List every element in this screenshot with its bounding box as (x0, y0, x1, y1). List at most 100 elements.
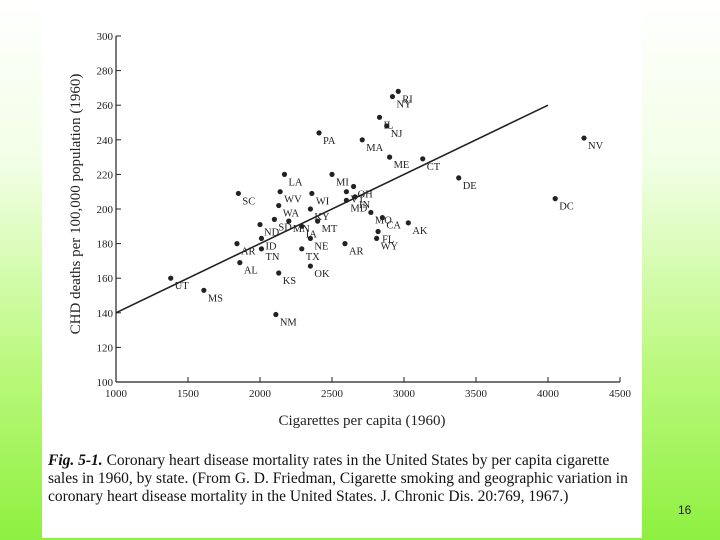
data-point (299, 246, 305, 252)
data-point (277, 189, 283, 195)
data-point (276, 202, 282, 209)
page-number: 16 (678, 503, 692, 517)
point-label: NJ (391, 129, 403, 140)
point-label: MD (350, 203, 367, 214)
x-tick-label: 1000 (105, 388, 128, 400)
point-label: CA (386, 221, 401, 232)
data-point (309, 190, 315, 197)
data-point (387, 154, 393, 160)
point-label: TX (306, 252, 320, 263)
data-point (405, 220, 411, 226)
point-label: IN (359, 200, 370, 211)
y-tick-label: 120 (97, 342, 114, 354)
point-label: TN (265, 252, 279, 263)
data-point (456, 175, 462, 181)
data-point (379, 215, 385, 221)
y-tick-label: 180 (97, 239, 114, 251)
point-label: WY (381, 241, 399, 252)
figure-label: Fig. 5-1. (48, 452, 103, 469)
data-point (258, 235, 265, 242)
x-tick-label: 2500 (321, 388, 344, 400)
x-tick-label: 1500 (177, 388, 200, 400)
data-point (315, 218, 321, 224)
x-tick-label: 3000 (393, 388, 416, 400)
data-point (235, 190, 241, 197)
point-label: OK (314, 269, 330, 280)
point-label: SD (278, 222, 292, 233)
data-point (276, 270, 282, 276)
point-label: VT (350, 195, 365, 206)
figure-scan: 100 120 140 160 180 200 220 240 260 280 300 1000 150… (42, 8, 642, 538)
data-point (384, 123, 390, 129)
point-label: MS (208, 293, 223, 304)
y-tick-label: 200 (97, 204, 114, 216)
point-label: WI (316, 196, 330, 207)
point-label: CT (427, 162, 441, 173)
regression-line-group (115, 104, 549, 314)
data-point (395, 88, 401, 94)
point-label: NY (396, 100, 412, 111)
data-point (374, 235, 380, 242)
point-label: KS (283, 276, 297, 287)
y-tick-label: 140 (97, 308, 114, 320)
data-point (286, 218, 292, 224)
point-label: DC (559, 202, 574, 213)
point-label: WV (284, 195, 302, 206)
point-label: WA (283, 209, 300, 220)
point-label: KY (314, 212, 330, 223)
y-tick-label: 280 (97, 66, 114, 78)
y-axis-label: CHD deaths per 100,000 population (1960) (68, 74, 84, 335)
data-points: RINYILNJPAMANVCTMELAMIOHSCWVWIVTINDEDCWA… (168, 88, 604, 329)
point-label: MT (322, 224, 338, 235)
point-label: PA (323, 136, 336, 147)
point-label: AR (349, 247, 364, 258)
y-tick-label: 100 (97, 377, 114, 389)
data-point (420, 156, 426, 162)
data-point (258, 246, 265, 252)
point-label: AL (244, 266, 258, 277)
point-label: UT (175, 281, 190, 292)
x-tick-label: 2000 (249, 388, 272, 400)
data-point (299, 223, 305, 229)
data-point (307, 235, 313, 242)
data-point (234, 241, 240, 247)
data-point (352, 194, 358, 200)
point-label: SC (242, 196, 255, 207)
x-tick-label: 4500 (609, 388, 632, 400)
point-label: RI (402, 94, 413, 105)
point-label: ID (265, 241, 276, 252)
data-point (343, 189, 349, 195)
data-point (271, 216, 277, 222)
data-point (376, 114, 383, 120)
data-point (389, 93, 396, 100)
data-point (316, 130, 322, 136)
data-point (201, 287, 207, 293)
y-tick-label: 160 (97, 273, 114, 285)
point-label: MI (336, 177, 349, 188)
point-label: MA (366, 143, 383, 154)
data-point (281, 171, 288, 177)
point-label: ME (394, 160, 410, 171)
point-label: MN (293, 224, 310, 235)
data-point (307, 263, 313, 269)
data-point (359, 137, 365, 143)
tick-marks: 100 120 140 160 180 200 220 240 260 280 300 1000 150… (97, 31, 632, 400)
point-label: AR (241, 247, 256, 258)
x-tick-label: 4000 (537, 388, 560, 400)
data-point (368, 209, 374, 216)
x-tick-label: 3500 (465, 388, 488, 400)
data-point (375, 228, 381, 235)
scatter-chart: 100 120 140 160 180 200 220 240 260 280 300 1000 150… (68, 31, 632, 429)
point-label: ND (264, 228, 280, 239)
point-label: OH (358, 190, 374, 201)
y-tick-label: 240 (97, 135, 114, 147)
point-label: NV (588, 141, 604, 152)
data-point (342, 241, 348, 247)
data-point (581, 135, 587, 141)
point-label: NE (314, 241, 328, 252)
y-tick-label: 220 (97, 169, 114, 181)
y-tick-label: 300 (97, 31, 114, 43)
data-point (257, 221, 263, 228)
point-label: LA (288, 177, 302, 188)
point-label: IA (306, 229, 317, 240)
